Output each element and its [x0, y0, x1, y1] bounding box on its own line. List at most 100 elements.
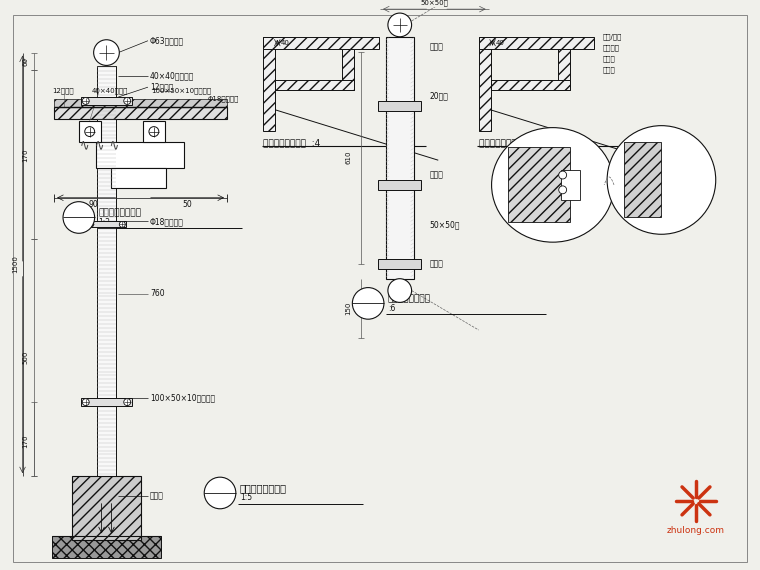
Bar — [81, 398, 132, 406]
Circle shape — [388, 13, 412, 37]
Text: 石材/磁砖: 石材/磁砖 — [602, 34, 622, 40]
Bar — [112, 168, 166, 188]
Bar — [343, 48, 354, 90]
Text: 12厚钉板: 12厚钉板 — [150, 83, 173, 92]
Bar — [378, 259, 422, 269]
Text: 40×40不锈钢: 40×40不锈钢 — [92, 88, 128, 95]
Circle shape — [87, 221, 93, 227]
Circle shape — [559, 186, 567, 194]
Text: 横撑管: 横撑管 — [429, 259, 443, 268]
Bar — [79, 121, 100, 142]
Circle shape — [85, 127, 95, 136]
Bar — [378, 101, 422, 111]
Text: 135: 135 — [511, 141, 523, 146]
Circle shape — [353, 288, 384, 319]
Text: zhulong.com: zhulong.com — [667, 526, 725, 535]
Bar — [558, 48, 569, 90]
Text: 20厚板: 20厚板 — [429, 92, 448, 100]
Text: 03: 03 — [363, 294, 373, 303]
Text: 610: 610 — [345, 151, 351, 165]
Circle shape — [119, 221, 125, 227]
Text: 150: 150 — [345, 302, 351, 315]
Bar — [97, 66, 116, 476]
Bar — [386, 37, 413, 279]
Text: 30: 30 — [502, 162, 509, 168]
Text: 170: 170 — [23, 148, 28, 161]
Bar — [96, 142, 185, 168]
Bar — [479, 37, 491, 131]
Text: Φ18不锈锤管: Φ18不锈锤管 — [150, 217, 184, 226]
Text: 1:6: 1:6 — [363, 306, 374, 311]
Bar — [87, 221, 126, 227]
Text: 42: 42 — [683, 168, 691, 173]
Text: 40: 40 — [496, 40, 505, 46]
Text: 90: 90 — [89, 200, 99, 209]
Circle shape — [93, 40, 119, 66]
Text: 500: 500 — [23, 351, 28, 364]
Text: 760: 760 — [150, 289, 165, 298]
Bar — [479, 37, 594, 48]
Text: 楼梯间栏杆大样图: 楼梯间栏杆大样图 — [240, 483, 287, 493]
Bar — [54, 99, 227, 107]
Text: 楼梯间栏杆大样图: 楼梯间栏杆大样图 — [388, 294, 431, 303]
Text: 60: 60 — [23, 57, 28, 66]
Text: 100×50×10不锈锤板: 100×50×10不锈锤板 — [150, 394, 215, 402]
Text: 40: 40 — [280, 40, 289, 46]
Circle shape — [149, 127, 159, 136]
Text: Φ63不锈锤管: Φ63不锈锤管 — [150, 36, 184, 45]
Bar — [491, 80, 569, 90]
Circle shape — [204, 477, 236, 509]
Bar — [561, 170, 581, 199]
Text: 底面: 底面 — [387, 103, 395, 109]
Text: 50×50管: 50×50管 — [420, 0, 448, 6]
Text: 88: 88 — [683, 197, 691, 202]
Bar — [264, 37, 275, 131]
Text: 50×50管: 50×50管 — [429, 220, 460, 229]
Text: :6: :6 — [388, 304, 395, 313]
Circle shape — [82, 97, 89, 104]
Text: 1:2: 1:2 — [99, 218, 110, 227]
Text: 40×40不锈锤管: 40×40不锈锤管 — [150, 72, 195, 81]
Text: 结合层: 结合层 — [602, 55, 615, 62]
Text: 踢面: 踢面 — [387, 93, 395, 99]
Text: 20 17 28: 20 17 28 — [638, 136, 665, 141]
Text: 1:2: 1:2 — [73, 219, 84, 225]
Circle shape — [559, 171, 567, 179]
Ellipse shape — [492, 128, 614, 242]
Text: 50: 50 — [182, 200, 192, 209]
Circle shape — [124, 97, 131, 104]
Ellipse shape — [607, 125, 716, 234]
Circle shape — [124, 398, 131, 406]
Text: 踏面: 踏面 — [387, 83, 395, 89]
Bar — [52, 536, 161, 558]
Bar — [508, 148, 569, 222]
Bar — [264, 37, 379, 48]
Text: 01: 01 — [215, 483, 225, 492]
Text: 54: 54 — [502, 202, 509, 207]
Text: 1:5: 1:5 — [240, 494, 252, 502]
Text: 水泥砂浆: 水泥砂浆 — [602, 44, 619, 51]
Text: 02: 02 — [74, 208, 84, 217]
Text: Φ18不锈钢管: Φ18不锈钢管 — [207, 96, 239, 102]
Text: 1500: 1500 — [13, 255, 19, 273]
Text: 170: 170 — [23, 435, 28, 449]
Text: 42: 42 — [575, 188, 582, 192]
Text: 42: 42 — [543, 141, 551, 146]
Circle shape — [82, 398, 89, 406]
Circle shape — [388, 279, 412, 303]
Text: 横撑管: 横撑管 — [429, 170, 443, 180]
Text: 35: 35 — [606, 177, 614, 182]
Text: 混凝土: 混凝土 — [602, 66, 615, 72]
Text: 楼梯间踏步大样图  :4: 楼梯间踏步大样图 :4 — [264, 138, 321, 147]
Bar — [378, 180, 422, 190]
Bar — [72, 476, 141, 540]
Text: 消防楼梯间踏步大样图  1:1: 消防楼梯间踏步大样图 1:1 — [479, 138, 553, 147]
Text: 1:5: 1:5 — [214, 495, 226, 501]
Bar — [143, 121, 165, 142]
Text: 横撑管: 横撑管 — [429, 42, 443, 51]
Text: 200: 200 — [502, 182, 513, 188]
Text: 100×50×10不锈钢板: 100×50×10不锈钢板 — [151, 88, 211, 95]
Circle shape — [63, 202, 95, 233]
Bar — [81, 97, 132, 105]
Bar — [275, 80, 354, 90]
